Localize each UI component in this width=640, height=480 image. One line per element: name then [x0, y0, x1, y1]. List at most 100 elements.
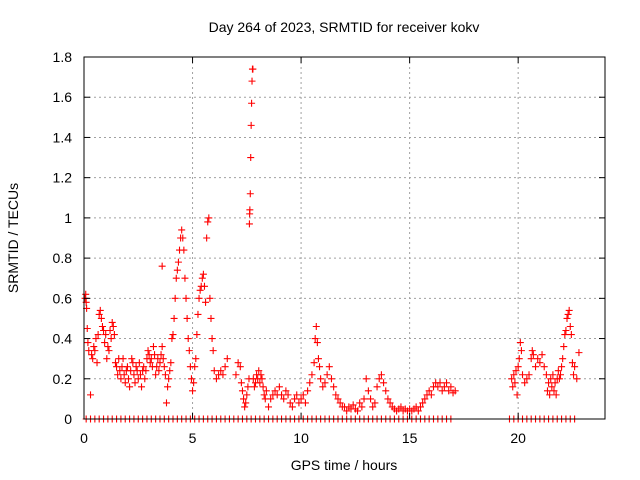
- data-point: [336, 399, 344, 407]
- data-point: [509, 383, 517, 391]
- data-point: [244, 383, 252, 391]
- data-point: [184, 335, 192, 343]
- data-point: [192, 355, 200, 363]
- y-tick-label: 1.8: [53, 49, 73, 65]
- data-point: [528, 347, 536, 355]
- x-tick-label: 5: [189, 430, 197, 446]
- data-point: [161, 371, 169, 379]
- data-point: [83, 325, 91, 332]
- data-point: [436, 379, 444, 387]
- data-point: [241, 403, 249, 411]
- data-point: [545, 379, 553, 387]
- data-point: [103, 355, 111, 363]
- y-tick-label: 1.6: [53, 89, 73, 105]
- data-point: [96, 306, 104, 314]
- data-point: [245, 220, 253, 228]
- data-point: [169, 331, 177, 339]
- data-point: [536, 359, 544, 367]
- data-point: [221, 363, 229, 371]
- data-point: [280, 395, 288, 403]
- data-point: [434, 383, 442, 391]
- data-point: [88, 351, 96, 359]
- data-point: [367, 395, 375, 403]
- data-point: [130, 371, 138, 379]
- data-point: [343, 407, 351, 415]
- data-point: [85, 347, 93, 355]
- y-axis-label: SRMTID / TECUs: [5, 183, 21, 293]
- data-point: [529, 351, 537, 359]
- data-point: [527, 355, 535, 363]
- data-point: [364, 387, 372, 395]
- data-point: [149, 343, 157, 351]
- y-tick-label: 1: [64, 210, 72, 226]
- data-point: [334, 395, 342, 403]
- data-point: [185, 347, 193, 355]
- data-point: [243, 391, 251, 399]
- x-tick-label: 10: [293, 430, 309, 446]
- data-point: [219, 371, 227, 379]
- data-point: [447, 383, 455, 391]
- data-point: [275, 383, 283, 391]
- data-point: [207, 314, 215, 322]
- data-point: [198, 274, 206, 282]
- data-point: [284, 391, 292, 399]
- data-point: [159, 355, 167, 363]
- y-tick-label: 0: [64, 411, 72, 427]
- data-point: [194, 310, 202, 318]
- data-point: [301, 399, 309, 407]
- data-point: [190, 379, 198, 387]
- y-tick-label: 0.4: [53, 331, 73, 347]
- data-point: [249, 65, 257, 73]
- data-point: [152, 371, 160, 379]
- data-point: [204, 218, 212, 226]
- data-point: [187, 375, 195, 383]
- data-point: [575, 349, 583, 357]
- data-point: [147, 355, 155, 363]
- data-point: [258, 375, 266, 383]
- data-point: [551, 379, 559, 387]
- data-point: [562, 327, 570, 335]
- data-point: [265, 403, 273, 411]
- data-point: [94, 331, 102, 339]
- data-point: [560, 343, 568, 351]
- data-point: [250, 383, 258, 391]
- y-tick-label: 1.2: [53, 170, 73, 186]
- data-point: [105, 347, 113, 355]
- data-point: [170, 314, 178, 322]
- data-point: [162, 399, 170, 407]
- data-point: [144, 347, 152, 355]
- data-point: [356, 399, 364, 407]
- data-point: [93, 359, 101, 367]
- data-point: [209, 347, 217, 355]
- data-point: [210, 367, 218, 375]
- data-point: [534, 355, 542, 363]
- data-point: [114, 371, 122, 379]
- data-point: [571, 363, 579, 371]
- data-point: [362, 375, 370, 383]
- data-point: [546, 391, 554, 399]
- data-point: [179, 234, 187, 242]
- data-point: [242, 399, 250, 407]
- data-point: [158, 343, 166, 351]
- data-point: [384, 395, 392, 403]
- data-points: [81, 65, 583, 423]
- data-point: [246, 190, 254, 198]
- data-point: [508, 375, 516, 383]
- data-point: [267, 395, 275, 403]
- data-point: [517, 347, 525, 355]
- data-point: [568, 359, 576, 367]
- data-point: [84, 339, 92, 347]
- data-point: [445, 387, 453, 395]
- data-point: [330, 383, 338, 391]
- y-tick-label: 0.2: [53, 371, 73, 387]
- data-point: [293, 391, 301, 399]
- data-point: [232, 371, 240, 379]
- data-point: [438, 387, 446, 395]
- data-point: [237, 379, 245, 387]
- data-point: [126, 383, 134, 391]
- data-point: [549, 371, 557, 379]
- data-point: [173, 266, 181, 274]
- data-point: [141, 375, 149, 383]
- data-point: [193, 331, 201, 339]
- data-point: [259, 383, 267, 391]
